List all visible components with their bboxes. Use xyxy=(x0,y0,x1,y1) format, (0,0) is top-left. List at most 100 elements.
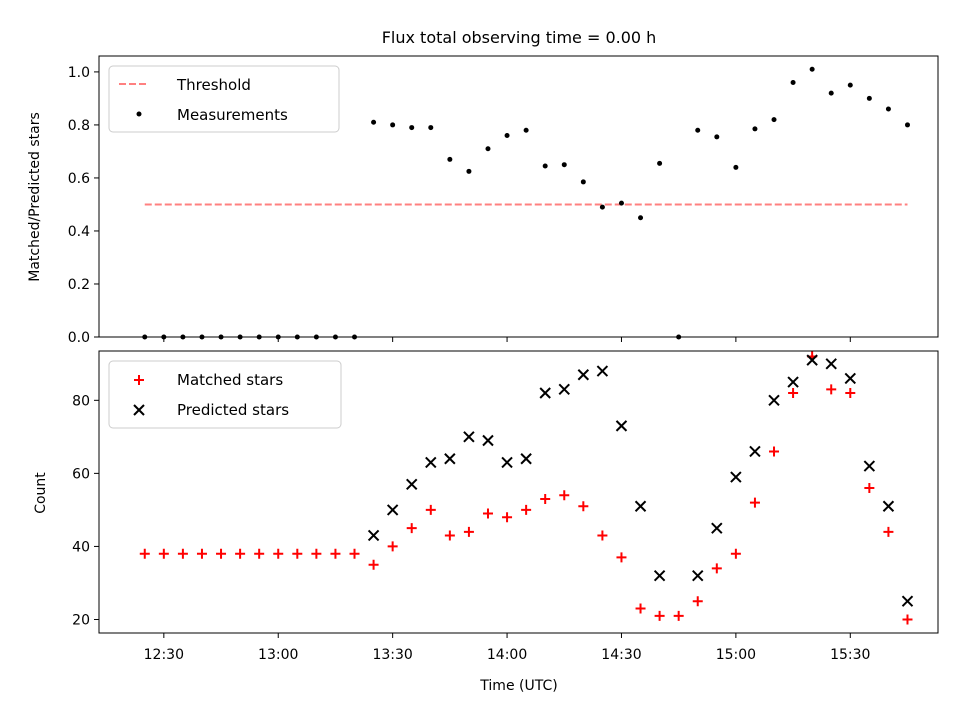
measurement-point xyxy=(542,163,548,169)
matched-star-marker xyxy=(387,541,398,552)
matched-star-marker xyxy=(139,548,150,559)
measurement-point xyxy=(866,95,872,101)
matched-star-marker xyxy=(368,559,379,570)
measurement-point xyxy=(561,162,567,168)
matched-star-marker xyxy=(730,548,741,559)
top-plot-area xyxy=(98,55,939,338)
bottom-panel: 20 40 60 80 12:30 13:00 13:30 14:00 14:30 15:00 15… xyxy=(33,350,939,694)
bottom-legend: Matched stars Predicted stars xyxy=(108,360,342,429)
legend-matched-swatch xyxy=(134,375,144,385)
predicted-star-marker xyxy=(863,460,876,472)
x-tick-label: 13:00 xyxy=(258,647,298,663)
matched-star-marker xyxy=(444,530,455,541)
top-y-tick-label: 0.2 xyxy=(68,277,90,293)
measurement-point xyxy=(752,126,758,132)
bottom-legend-box xyxy=(108,360,342,429)
measurement-point xyxy=(332,334,338,340)
top-y-tick-label: 0.8 xyxy=(68,118,90,134)
measurement-point xyxy=(771,117,777,123)
matched-star-marker xyxy=(883,526,894,537)
top-y-axis-label: Matched/Predicted stars xyxy=(27,112,43,282)
measurement-point xyxy=(504,133,510,139)
predicted-star-marker xyxy=(844,372,856,385)
matched-star-marker xyxy=(902,614,913,625)
predicted-star-marker xyxy=(806,354,818,366)
chart-title: Flux total observing time = 0.00 h xyxy=(382,28,657,47)
predicted-star-marker xyxy=(711,522,723,534)
predicted-star-marker xyxy=(406,478,418,491)
predicted-star-marker xyxy=(653,569,666,582)
matched-star-marker xyxy=(616,552,627,563)
top-y-tick-label: 0.0 xyxy=(68,330,90,346)
predicted-star-marker xyxy=(444,453,456,465)
matched-star-marker xyxy=(749,497,760,508)
bottom-y-tick-label: 80 xyxy=(72,393,90,409)
bottom-y-tick-label: 60 xyxy=(72,466,90,482)
measurement-point xyxy=(447,156,453,162)
measurement-point xyxy=(409,125,415,131)
matched-star-marker xyxy=(845,388,856,399)
measurement-point xyxy=(313,334,319,340)
predicted-star-marker xyxy=(692,569,704,582)
measurement-point xyxy=(237,334,243,340)
x-tick-label: 14:30 xyxy=(601,647,641,663)
measurement-point xyxy=(618,200,624,206)
predicted-star-marker xyxy=(539,387,551,399)
measurement-point xyxy=(904,122,910,128)
matched-star-marker xyxy=(578,501,589,512)
x-tick-label: 12:30 xyxy=(144,647,184,663)
matched-star-marker xyxy=(330,548,341,559)
predicted-star-marker xyxy=(425,456,437,469)
matched-star-marker xyxy=(597,530,608,541)
predicted-star-marker xyxy=(367,529,380,542)
legend-threshold-label: Threshold xyxy=(176,76,251,94)
measurement-point xyxy=(695,127,701,133)
x-tick-label: 15:30 xyxy=(830,647,870,663)
measurement-point xyxy=(523,127,529,133)
measurement-point xyxy=(714,134,720,140)
x-tick-label: 13:30 xyxy=(372,647,412,663)
x-axis-label: Time (UTC) xyxy=(479,678,557,694)
matched-star-marker xyxy=(425,504,436,515)
matched-star-marker xyxy=(502,512,513,523)
measurement-point xyxy=(657,160,663,166)
matched-star-marker xyxy=(406,523,417,534)
measurement-point xyxy=(790,80,796,86)
measurement-point xyxy=(885,106,891,112)
measurement-point xyxy=(638,215,644,221)
bottom-y-tick-label: 40 xyxy=(72,539,90,555)
matched-star-marker xyxy=(349,548,360,559)
measurement-point xyxy=(256,334,262,340)
legend-measurements-swatch xyxy=(136,111,142,117)
bottom-y-tick-label: 20 xyxy=(72,612,90,628)
bottom-plot-marks xyxy=(139,351,914,625)
measurement-point xyxy=(809,66,815,72)
predicted-star-marker xyxy=(558,383,570,396)
predicted-star-marker xyxy=(882,500,895,512)
matched-star-marker xyxy=(864,482,875,493)
predicted-star-marker xyxy=(901,595,914,607)
matched-star-marker xyxy=(654,610,665,621)
matched-star-marker xyxy=(826,384,837,395)
matched-star-marker xyxy=(559,490,570,501)
matched-star-marker xyxy=(463,526,474,537)
matched-star-marker xyxy=(540,493,551,504)
predicted-star-marker xyxy=(520,453,532,465)
measurement-point xyxy=(294,334,300,340)
predicted-star-marker xyxy=(825,358,837,370)
predicted-star-marker xyxy=(482,434,494,447)
predicted-star-marker xyxy=(730,471,742,483)
matched-star-marker xyxy=(521,504,532,515)
top-axis-ticks: 0.0 0.2 0.4 0.6 0.8 1.0 xyxy=(68,65,851,346)
predicted-star-marker xyxy=(501,456,513,469)
matched-star-marker xyxy=(482,508,493,519)
measurement-point xyxy=(371,119,377,125)
predicted-star-marker xyxy=(463,431,475,443)
matched-star-marker xyxy=(254,548,265,559)
measurement-point xyxy=(161,334,167,340)
matched-star-marker xyxy=(311,548,322,559)
predicted-star-marker xyxy=(386,504,399,516)
measurement-point xyxy=(847,82,853,88)
bottom-y-axis-label: Count xyxy=(33,472,49,514)
